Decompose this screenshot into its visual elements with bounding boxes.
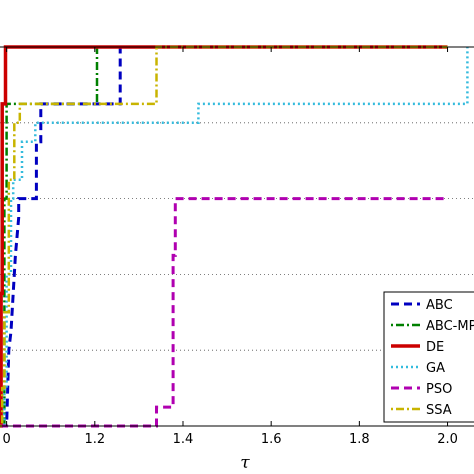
axes — [0, 46, 474, 427]
legend-box — [383, 291, 474, 423]
x-tick-label: 1.2 — [84, 432, 105, 447]
x-tick-label: 1.4 — [173, 432, 194, 447]
x-tick-label: 2.0 — [437, 432, 458, 447]
series-lines — [0, 45, 469, 428]
legend-label-de: DE — [426, 340, 444, 355]
x-tick-label: 0 — [2, 432, 10, 447]
x-tick-label: 1.6 — [261, 432, 282, 447]
x-axis-label: τ — [240, 453, 250, 473]
series-line-ssa — [0, 45, 448, 428]
series-line-pso — [0, 197, 448, 428]
series-line-de — [0, 45, 448, 428]
legend-label-ssa: SSA — [426, 403, 452, 418]
legend: ABC ABC-MP DE GA PSO SSA — [383, 291, 474, 423]
legend-label-pso: PSO — [426, 382, 452, 397]
legend-label-ga: GA — [426, 361, 445, 376]
legend-label-abc: ABC — [426, 298, 453, 313]
series-line-abc — [0, 45, 448, 428]
x-tick-label: 1.8 — [349, 432, 370, 447]
x-ticks: 0 1.2 1.4 1.6 1.8 2.0 — [2, 47, 458, 447]
legend-label-abc-mp: ABC-MP — [426, 319, 474, 334]
